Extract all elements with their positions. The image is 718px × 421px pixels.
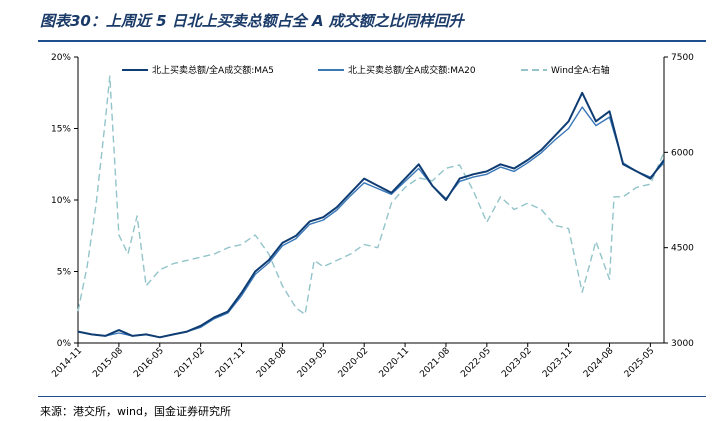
page-title: 图表30：上周近 5 日北上买卖总额占全 A 成交额之比同样回升	[40, 12, 464, 30]
x-tick-label: 2017-02	[173, 346, 207, 380]
x-tick-label: 2017-11	[214, 346, 248, 380]
x-tick-label: 2023-02	[500, 346, 534, 380]
chart-legend: 北上买卖总额/全A成交额:MA5 北上买卖总额/全A成交额:MA20 Wind全A:…	[122, 64, 610, 76]
series-line-2	[77, 75, 665, 316]
source-divider	[38, 396, 706, 397]
series-line-0	[77, 91, 665, 339]
y-left-tick-label: 10%	[51, 196, 71, 206]
x-tick-label: 2022-05	[459, 346, 493, 380]
source-note: 来源：港交所，wind，国金证券研究所	[40, 405, 232, 418]
x-tick-label: 2018-08	[255, 346, 289, 380]
y-right-tick-label: 7500	[671, 53, 694, 63]
y-right-tick-label: 4500	[671, 244, 694, 254]
legend-label-1: 北上买卖总额/全A成交额:MA20	[348, 64, 476, 76]
y-left-tick-label: 0%	[57, 339, 72, 349]
x-tick-label: 2015-08	[91, 346, 125, 380]
x-tick-label: 2016-05	[132, 346, 166, 380]
x-tick-label: 2019-05	[296, 346, 330, 380]
y-left-tick-label: 15%	[51, 125, 71, 135]
y-right-tick-label: 6000	[671, 148, 694, 158]
x-tick-label: 2020-02	[337, 346, 371, 380]
chart-series-layer	[77, 75, 665, 339]
x-tick-label: 2021-08	[418, 346, 452, 380]
chart-axes: 0% 5% 10% 15% 20% 3000 4500 6000 7500 2014-11 2015…	[50, 53, 694, 380]
x-tick-label: 2025-05	[623, 346, 657, 380]
x-tick-label: 2023-11	[541, 346, 575, 380]
y-right-tick-label: 3000	[671, 339, 694, 349]
series-line-1	[77, 106, 665, 338]
y-left-tick-label: 20%	[51, 53, 71, 63]
y-left-tick-label: 5%	[57, 268, 72, 278]
x-tick-label: 2014-11	[50, 346, 84, 380]
legend-label-0: 北上买卖总额/全A成交额:MA5	[152, 64, 274, 76]
legend-label-2: Wind全A:右轴	[551, 64, 610, 76]
x-tick-label: 2024-08	[582, 346, 616, 380]
x-tick-label: 2020-11	[378, 346, 412, 380]
title-divider	[38, 40, 706, 42]
